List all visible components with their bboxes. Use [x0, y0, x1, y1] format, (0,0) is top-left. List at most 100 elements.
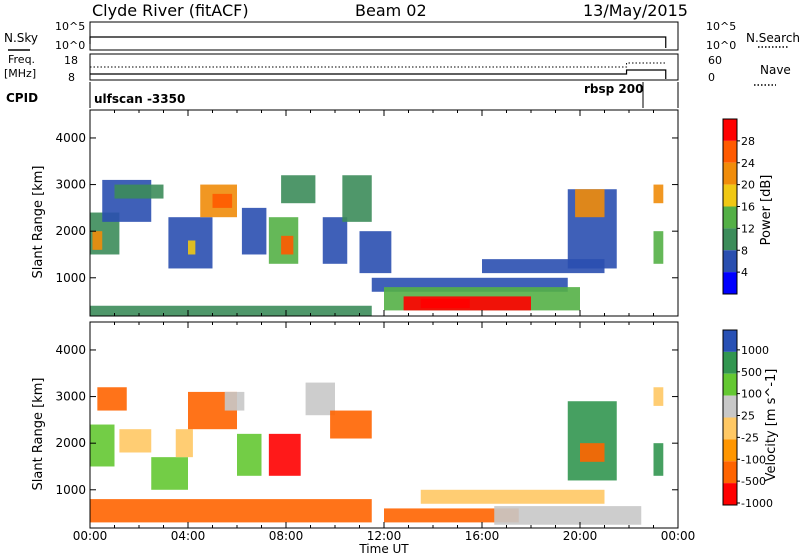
power-colorbar: 4 8 12 16 20 24 28 — [722, 118, 755, 295]
colorbar-tick-label: 28 — [741, 135, 755, 148]
heatmap-region — [653, 387, 664, 406]
heatmap-region — [384, 508, 519, 523]
power-y-ticks: 1000 2000 3000 4000 — [55, 110, 679, 316]
power-panel: 1000 2000 3000 4000 Slant Range [km] 4 8 12 16… — [31, 109, 774, 317]
colorbar-swatch — [723, 184, 737, 207]
colorbar-tick-label: 500 — [741, 366, 762, 379]
colorbar-swatch — [723, 119, 737, 141]
heatmap-region — [97, 387, 127, 411]
heatmap-region — [580, 443, 605, 462]
x-tick-label: 08:00 — [269, 529, 304, 543]
heatmap-region — [151, 457, 188, 490]
colorbar-tick-label: -500 — [741, 475, 766, 488]
nsearch-tick-bottom: 10^0 — [706, 39, 736, 52]
y-tick-label: 1000 — [55, 271, 86, 285]
heatmap-region — [268, 433, 301, 476]
date-title: 13/May/2015 — [583, 1, 688, 20]
colorbar-swatch — [723, 417, 737, 440]
heatmap-region — [359, 231, 392, 274]
x-tick-label: 04:00 — [171, 529, 206, 543]
x-tick-label: 20:00 — [563, 529, 598, 543]
noise-panel-frame — [89, 21, 679, 51]
y-tick-label: 1000 — [55, 483, 86, 497]
cpid-label: CPID — [6, 91, 38, 105]
heatmap-region — [305, 382, 335, 416]
heatmap-region — [241, 207, 267, 255]
colorbar-tick-label: 25 — [741, 410, 755, 423]
nsky-tick-top: 10^5 — [55, 20, 85, 33]
nsearch-tick-top: 10^5 — [706, 20, 736, 33]
colorbar-tick-label: -25 — [741, 431, 759, 444]
heatmap-region — [281, 175, 316, 204]
colorbar-tick-label: 4 — [741, 266, 748, 279]
heatmap-region — [567, 401, 617, 481]
heatmap-region — [575, 189, 605, 218]
heatmap-region — [175, 429, 193, 458]
velocity-panel: 1000 2000 3000 4000 00:00 04:00 08:00 12:00 16:… — [31, 321, 779, 554]
freq-trace — [90, 69, 667, 79]
freq-label-line2: [MHz] — [4, 67, 36, 80]
nave-label: Nave — [760, 63, 791, 77]
colorbar-swatch — [723, 140, 737, 163]
heatmap-region — [90, 305, 372, 316]
colorbar-frame — [722, 329, 738, 506]
heatmap-region — [420, 298, 470, 309]
velocity-x-ticks: 00:00 04:00 08:00 12:00 16:00 20:00 00:00 — [73, 529, 696, 543]
heatmap-region — [342, 175, 372, 222]
beam-title: Beam 02 — [355, 1, 427, 20]
colorbar-tick-label: 20 — [741, 179, 755, 192]
cpid-segment-ulfscan: ulfscan -3350 — [94, 92, 185, 106]
freq-label-line1: Freq. — [8, 53, 35, 66]
colorbar-swatch — [723, 228, 737, 251]
colorbar-tick-label: -100 — [741, 453, 766, 466]
colorbar-tick-label: 100 — [741, 388, 762, 401]
x-tick-label: 16:00 — [465, 529, 500, 543]
colorbar-swatch — [723, 162, 737, 185]
heatmap-region — [90, 499, 372, 523]
power-y-axis-label: Slant Range [km] — [31, 166, 46, 279]
heatmap-region — [330, 410, 372, 439]
heatmap-region — [90, 424, 115, 467]
x-tick-label: 00:00 — [73, 529, 108, 543]
colorbar-swatch — [723, 395, 737, 418]
velocity-y-axis-label: Slant Range [km] — [31, 378, 46, 491]
y-tick-label: 3000 — [55, 178, 86, 192]
station-title: Clyde River (fitACF) — [92, 1, 249, 20]
y-tick-label: 4000 — [55, 131, 86, 145]
freq-tick-top: 18 — [64, 54, 78, 67]
heatmap-region — [653, 184, 664, 204]
heatmap-region — [119, 429, 152, 453]
x-tick-label: 12:00 — [367, 529, 402, 543]
velocity-colorbar: -1000 -500 -100 -25 25 100 500 1000 — [722, 329, 773, 510]
y-tick-label: 2000 — [55, 436, 86, 450]
power-colorbar-label: Power [dB] — [759, 175, 774, 246]
colorbar-tick-label: 24 — [741, 157, 755, 170]
colorbar-swatch — [723, 461, 737, 484]
colorbar-tick-label: -1000 — [741, 497, 773, 510]
colorbar-tick-label: 16 — [741, 201, 755, 214]
colorbar-swatch — [723, 206, 737, 229]
freq-panel: Freq. [MHz] 18 8 60 0 Nave — [4, 53, 791, 86]
freq-tick-bottom: 8 — [68, 71, 75, 84]
heatmap-region — [237, 433, 262, 476]
nsky-tick-bottom: 10^0 — [55, 39, 85, 52]
nave-tick-bottom: 0 — [708, 71, 715, 84]
heatmap-region — [494, 506, 642, 525]
y-tick-label: 4000 — [55, 343, 86, 357]
colorbar-swatch — [723, 250, 737, 273]
colorbar-tick-label: 8 — [741, 244, 748, 257]
x-axis-label: Time UT — [358, 542, 409, 554]
colorbar-swatch — [723, 439, 737, 462]
y-tick-label: 3000 — [55, 390, 86, 404]
heatmap-region — [188, 240, 196, 255]
velocity-colorbar-label: Velocity [m s^-1] — [764, 369, 779, 482]
velocity-heatmap — [90, 382, 664, 525]
velocity-y-ticks: 1000 2000 3000 4000 — [55, 322, 679, 528]
heatmap-region — [420, 489, 605, 504]
colorbar-swatch — [723, 373, 737, 396]
heatmap-region — [212, 193, 233, 208]
colorbar-tick-label: 12 — [741, 222, 755, 235]
heatmap-region — [114, 184, 164, 199]
nsky-trace — [89, 36, 667, 48]
colorbar-tick-label: 1000 — [741, 344, 769, 357]
